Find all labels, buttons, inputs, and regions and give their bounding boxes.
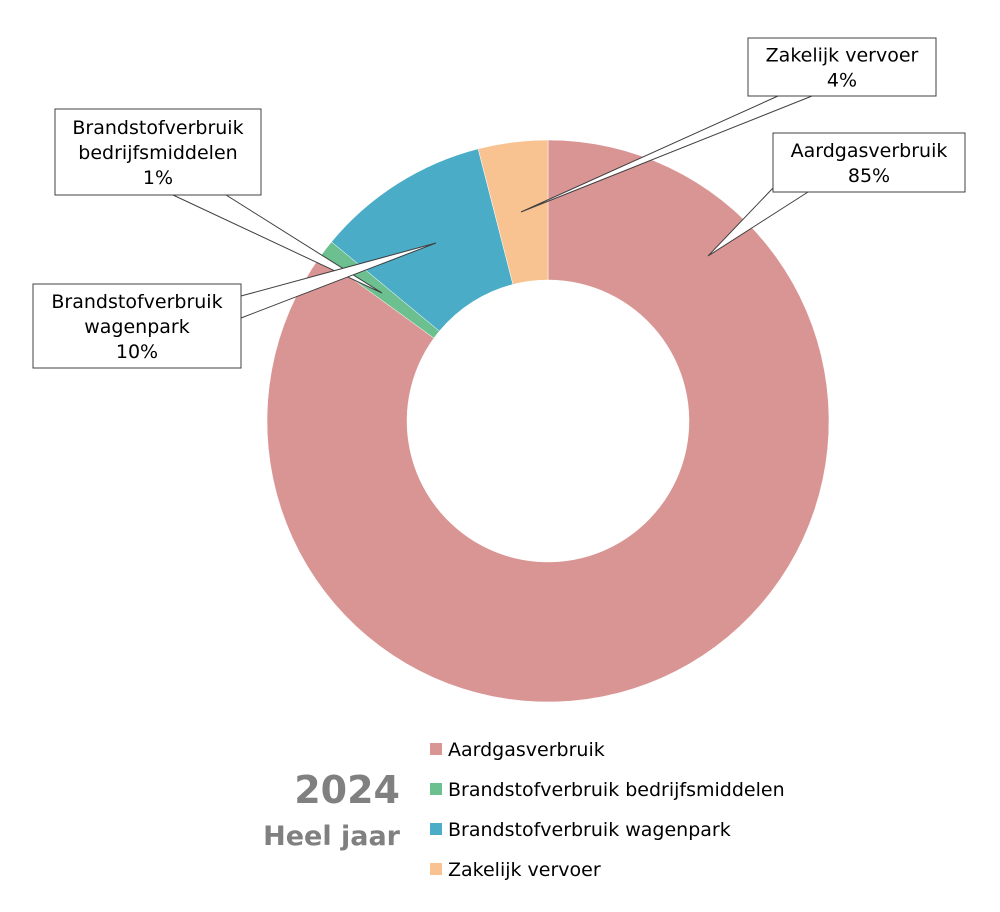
callout-text-line: bedrijfsmiddelen [78,142,237,164]
callout-box [32,283,242,369]
callout-text-line: 1% [143,167,173,189]
legend-swatch [430,743,442,755]
legend: Aardgasverbruik Brandstofverbruik bedrijf… [430,739,785,881]
legend-label: Zakelijk vervoer [448,859,601,881]
slice-zakelijk-vervoer [477,139,549,285]
callout-text-line: Brandstofverbruik [51,291,222,313]
callout-box [54,108,262,196]
legend-item-zakelijk-vervoer: Zakelijk vervoer [430,859,601,881]
legend-item-aardgasverbruik: Aardgasverbruik [430,739,605,761]
legend-label: Brandstofverbruik bedrijfsmiddelen [448,779,785,801]
callout-box [772,132,966,193]
legend-item-brandstof-bedrijfsmiddelen: Brandstofverbruik bedrijfsmiddelen [430,779,785,801]
legend-swatch [430,783,442,795]
legend-item-brandstof-wagenpark: Brandstofverbruik wagenpark [430,819,731,841]
callout-box [747,37,937,97]
callout-text-line: 85% [848,165,890,187]
legend-label: Brandstofverbruik wagenpark [448,819,731,841]
callout-zakelijk-vervoer: Zakelijk vervoer 4% [747,37,937,97]
callout-text-line: Zakelijk vervoer [766,45,919,67]
callout-text-line: 10% [116,341,158,363]
caption-period: Heel jaar [263,821,401,852]
callout-text-line: Aardgasverbruik [791,140,948,162]
legend-swatch [430,863,442,875]
callout-brandstof-bedrijfsmiddelen: Brandstofverbruik bedrijfsmiddelen 1% [54,108,262,196]
callout-labels: Aardgasverbruik 85% Brandstofverbruik bedri… [32,37,966,369]
legend-swatch [430,823,442,835]
callout-aardgasverbruik: Aardgasverbruik 85% [772,132,966,193]
callout-text-line: Brandstofverbruik [72,117,243,139]
callout-text-line: wagenpark [84,316,190,338]
slice-aardgasverbruik [266,139,830,703]
legend-label: Aardgasverbruik [448,739,605,761]
caption: 2024 Heel jaar [263,768,401,852]
callout-text-line: 4% [827,70,857,92]
callout-brandstof-wagenpark: Brandstofverbruik wagenpark 10% [32,283,242,369]
callout-leaders [172,95,813,319]
caption-year: 2024 [294,768,400,812]
